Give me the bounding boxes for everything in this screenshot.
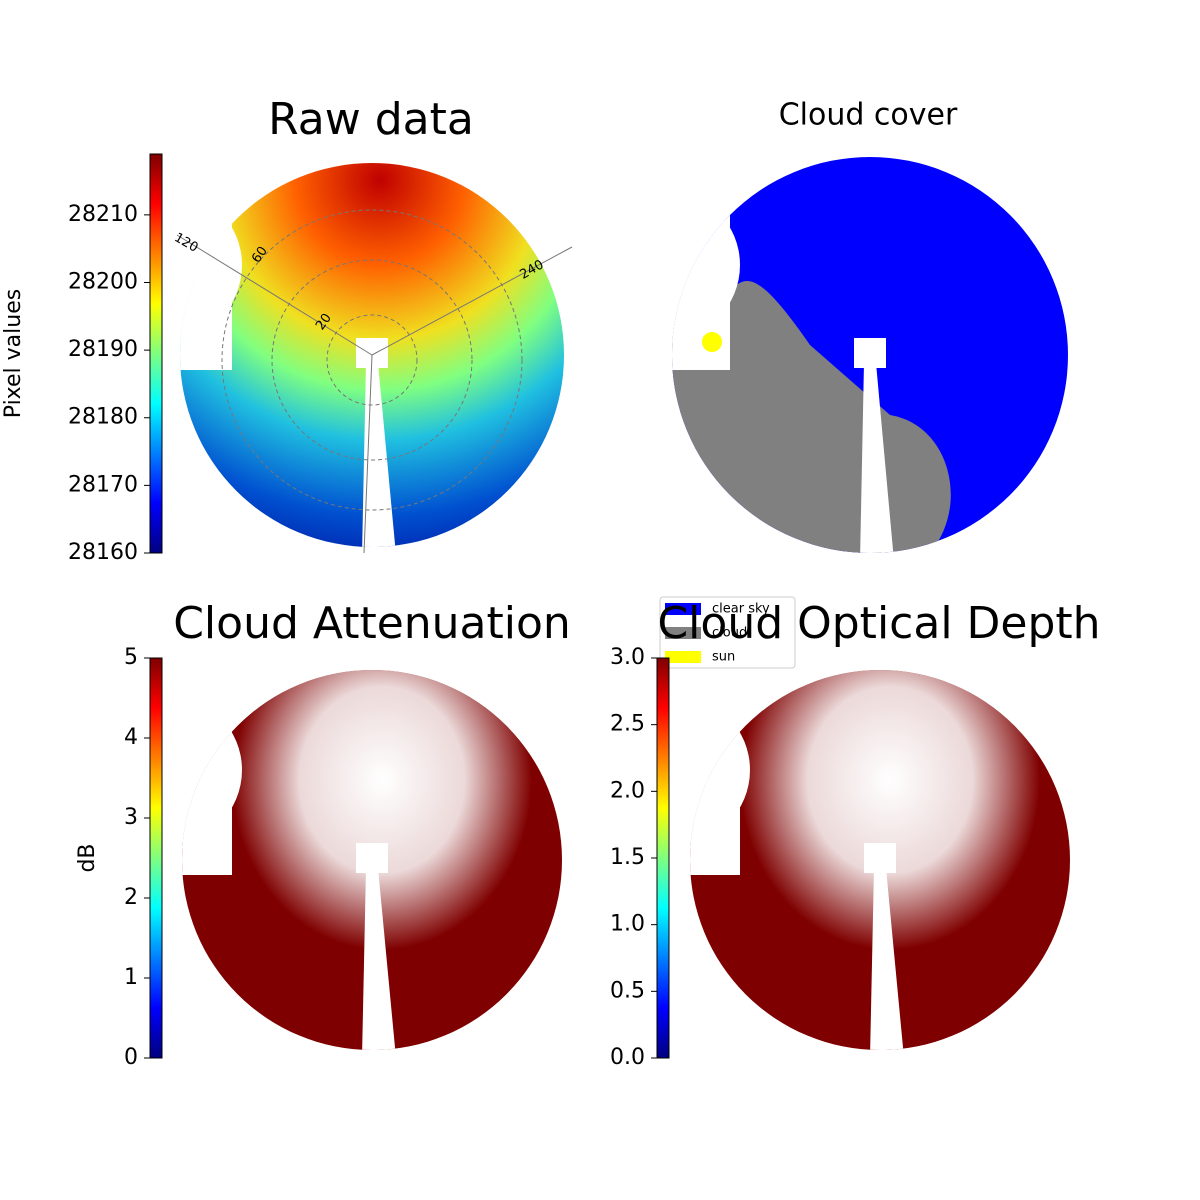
colorbar-tick-label: 0 [124,1045,138,1070]
colorbar-label: dB [75,843,100,872]
colorbar-tick-label: 1.0 [610,912,645,937]
colorbar [656,657,670,1059]
colorbar-tick-label: 28170 [68,472,138,497]
mask-cut [864,843,896,873]
legend-swatch [665,627,701,639]
mask-cut [356,843,388,873]
panel-title: Raw data [268,94,474,145]
panel-title: Cloud Attenuation [173,598,571,649]
polar-label: 120 [171,230,200,255]
colorbar-tick-label: 28180 [68,405,138,430]
colorbar-label: Pixel values [1,289,26,418]
colorbar [149,657,163,1059]
colorbar-tick-label: 2.5 [610,712,645,737]
colorbar-tick-label: 28160 [68,540,138,565]
colorbar-tick-label: 4 [124,725,138,750]
clear-area [740,670,1040,950]
azimuth-line [371,246,573,356]
mask-cut [672,190,740,340]
mask-cut [362,363,396,547]
mask-cut [870,868,904,1050]
panel: Cloud Attenuation 0 1 2 3 4 5 dB [75,598,571,1070]
colorbar-tick-label: 1 [124,965,138,990]
legend-swatch [665,603,701,615]
colorbar-tick-label: 0.5 [610,978,645,1003]
sky-image [180,163,564,547]
colorbar-tick-label: 1.5 [610,845,645,870]
clear-area [232,670,532,950]
colorbar-tick-label: 2.0 [610,778,645,803]
panel-title: Cloud cover [779,98,958,133]
legend-label: sun [712,650,735,665]
grid-circle [271,259,473,461]
mask-cut [182,695,242,845]
colorbar-tick-label: 3 [124,805,138,830]
colorbar [149,153,163,554]
mask-cut [860,363,894,553]
polar-grid [176,209,573,554]
sky-image [672,157,1068,553]
mask-cut [854,338,886,368]
colorbar-tick-label: 5 [124,645,138,670]
legend-swatch [665,651,701,663]
mask-cut [362,868,396,1050]
grid-circle [221,209,523,511]
legend-label: clear sky [712,602,770,617]
colorbar-tick-label: 28190 [68,337,138,362]
colorbar-tick-label: 28210 [68,202,138,227]
colorbar-tick-label: 28200 [68,269,138,294]
grid-circle [326,314,418,406]
panel-title: Cloud Optical Depth [657,598,1100,649]
panel: Cloud cover clear sky cloud sun [659,98,1068,669]
colorbar-tick-label: 2 [124,885,138,910]
azimuth-line [176,234,373,356]
legend-label: cloud [712,626,747,641]
panel: Cloud Optical Depth 0.0 0.5 1.0 1.5 2.0 2.5 3.0 [610,598,1101,1070]
azimuth-line [363,354,373,554]
colorbar-tick-label: 0.0 [610,1045,645,1070]
sun [702,332,722,352]
sky-image [690,670,1070,1050]
colorbar-tick-label: 3.0 [610,645,645,670]
